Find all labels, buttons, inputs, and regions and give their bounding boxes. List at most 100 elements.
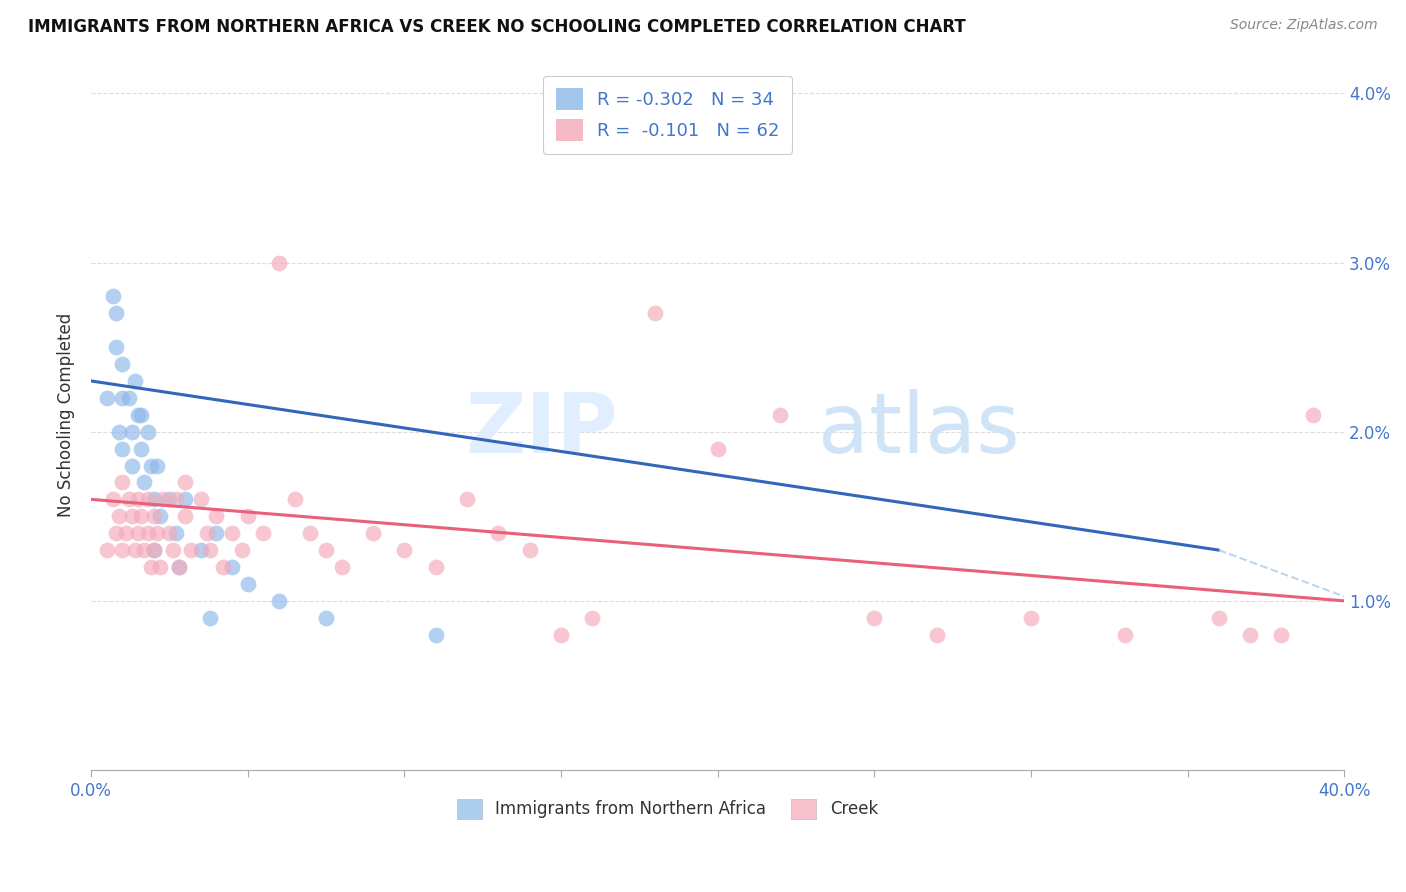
Text: ZIP: ZIP bbox=[465, 389, 617, 469]
Point bbox=[142, 543, 165, 558]
Point bbox=[1019, 611, 1042, 625]
Point bbox=[108, 509, 131, 524]
Point bbox=[284, 492, 307, 507]
Point bbox=[165, 526, 187, 541]
Point bbox=[134, 475, 156, 490]
Point bbox=[129, 509, 152, 524]
Point bbox=[231, 543, 253, 558]
Point bbox=[149, 509, 172, 524]
Point bbox=[127, 408, 149, 422]
Point bbox=[425, 628, 447, 642]
Point bbox=[174, 509, 197, 524]
Point bbox=[101, 492, 124, 507]
Point bbox=[211, 560, 233, 574]
Point bbox=[315, 543, 337, 558]
Point bbox=[252, 526, 274, 541]
Point bbox=[121, 509, 143, 524]
Point bbox=[105, 306, 128, 320]
Point bbox=[159, 526, 181, 541]
Point bbox=[180, 543, 202, 558]
Point bbox=[330, 560, 353, 574]
Point bbox=[361, 526, 384, 541]
Point bbox=[174, 475, 197, 490]
Point bbox=[205, 509, 228, 524]
Point bbox=[1208, 611, 1230, 625]
Point bbox=[190, 543, 212, 558]
Point bbox=[127, 492, 149, 507]
Point bbox=[315, 611, 337, 625]
Point bbox=[1114, 628, 1136, 642]
Point bbox=[205, 526, 228, 541]
Point bbox=[162, 543, 184, 558]
Point bbox=[167, 560, 190, 574]
Point bbox=[111, 475, 134, 490]
Point bbox=[136, 492, 159, 507]
Point bbox=[269, 255, 291, 269]
Point bbox=[165, 492, 187, 507]
Point bbox=[198, 611, 221, 625]
Point bbox=[195, 526, 218, 541]
Point bbox=[139, 458, 162, 473]
Point bbox=[121, 425, 143, 439]
Point bbox=[136, 526, 159, 541]
Point bbox=[101, 289, 124, 303]
Point bbox=[134, 543, 156, 558]
Point bbox=[146, 526, 169, 541]
Point bbox=[425, 560, 447, 574]
Point bbox=[105, 526, 128, 541]
Point bbox=[486, 526, 509, 541]
Point bbox=[159, 492, 181, 507]
Point bbox=[129, 442, 152, 456]
Point bbox=[299, 526, 322, 541]
Point bbox=[129, 408, 152, 422]
Point bbox=[111, 543, 134, 558]
Point bbox=[925, 628, 948, 642]
Point bbox=[142, 492, 165, 507]
Point bbox=[105, 340, 128, 354]
Point bbox=[142, 509, 165, 524]
Point bbox=[149, 560, 172, 574]
Point bbox=[121, 458, 143, 473]
Point bbox=[136, 425, 159, 439]
Point bbox=[152, 492, 174, 507]
Point bbox=[236, 509, 259, 524]
Point bbox=[198, 543, 221, 558]
Point bbox=[124, 374, 146, 388]
Point bbox=[142, 543, 165, 558]
Point bbox=[236, 577, 259, 591]
Point bbox=[127, 526, 149, 541]
Point bbox=[863, 611, 886, 625]
Point bbox=[706, 442, 728, 456]
Point bbox=[146, 458, 169, 473]
Text: IMMIGRANTS FROM NORTHERN AFRICA VS CREEK NO SCHOOLING COMPLETED CORRELATION CHAR: IMMIGRANTS FROM NORTHERN AFRICA VS CREEK… bbox=[28, 18, 966, 36]
Text: atlas: atlas bbox=[818, 389, 1019, 469]
Point bbox=[769, 408, 792, 422]
Point bbox=[124, 543, 146, 558]
Point bbox=[550, 628, 572, 642]
Point bbox=[111, 357, 134, 371]
Point bbox=[1302, 408, 1324, 422]
Legend: Immigrants from Northern Africa, Creek: Immigrants from Northern Africa, Creek bbox=[450, 792, 884, 826]
Point bbox=[1239, 628, 1261, 642]
Point bbox=[174, 492, 197, 507]
Point bbox=[269, 594, 291, 608]
Point bbox=[221, 526, 243, 541]
Point bbox=[581, 611, 603, 625]
Point bbox=[644, 306, 666, 320]
Text: Source: ZipAtlas.com: Source: ZipAtlas.com bbox=[1230, 18, 1378, 32]
Point bbox=[118, 391, 141, 405]
Point bbox=[96, 391, 118, 405]
Point bbox=[108, 425, 131, 439]
Point bbox=[118, 492, 141, 507]
Point bbox=[456, 492, 478, 507]
Point bbox=[394, 543, 416, 558]
Point bbox=[139, 560, 162, 574]
Point bbox=[96, 543, 118, 558]
Point bbox=[190, 492, 212, 507]
Point bbox=[111, 442, 134, 456]
Point bbox=[114, 526, 136, 541]
Point bbox=[221, 560, 243, 574]
Point bbox=[519, 543, 541, 558]
Y-axis label: No Schooling Completed: No Schooling Completed bbox=[58, 313, 75, 517]
Point bbox=[167, 560, 190, 574]
